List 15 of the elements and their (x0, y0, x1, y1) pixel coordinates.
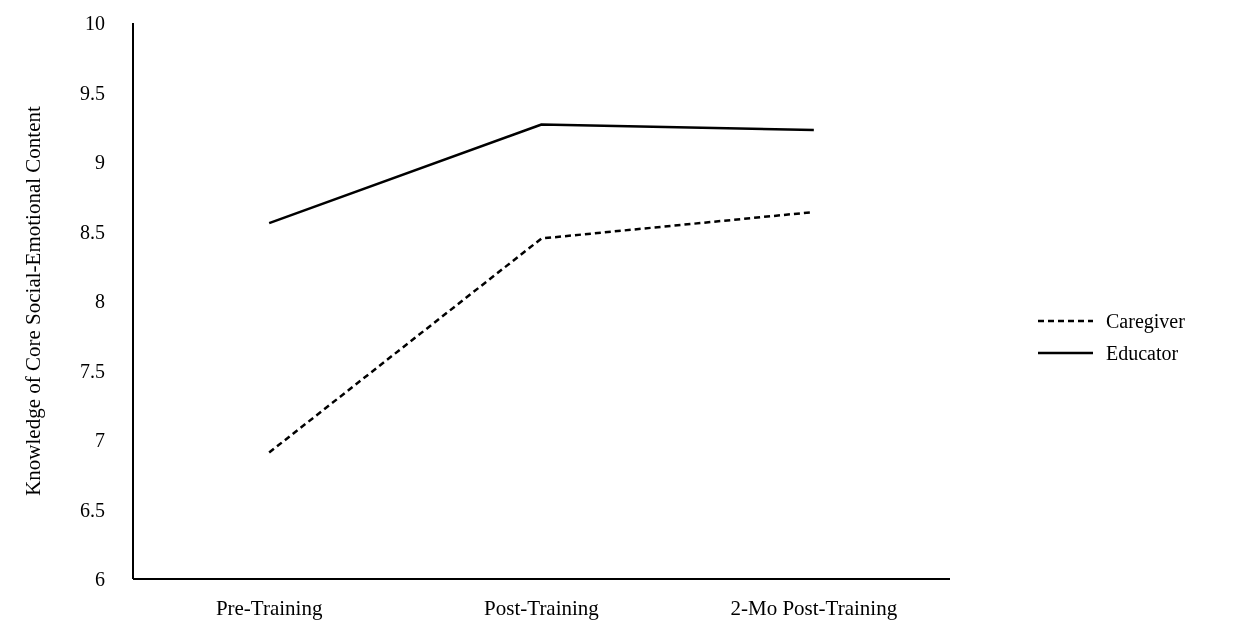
legend-label: Caregiver (1106, 310, 1186, 333)
y-tick-label: 6.5 (80, 498, 105, 521)
y-tick-label: 8.5 (80, 220, 105, 243)
y-tick-label: 7.5 (80, 359, 105, 382)
y-tick-label: 9.5 (80, 81, 105, 104)
y-tick-label: 9 (95, 151, 105, 173)
x-tick-label: Pre-Training (215, 596, 323, 620)
x-tick-label: 2-Mo Post-Training (730, 596, 898, 620)
legend-label: Educator (1106, 342, 1179, 364)
y-tick-label: 7 (95, 429, 105, 451)
y-tick-label: 10 (85, 12, 105, 34)
y-axis-title: Knowledge of Core Social-Emotional Content (21, 106, 45, 496)
y-tick-label: 8 (95, 290, 105, 312)
y-tick-label: 6 (95, 568, 105, 590)
x-tick-label: Post-Training (484, 596, 600, 620)
